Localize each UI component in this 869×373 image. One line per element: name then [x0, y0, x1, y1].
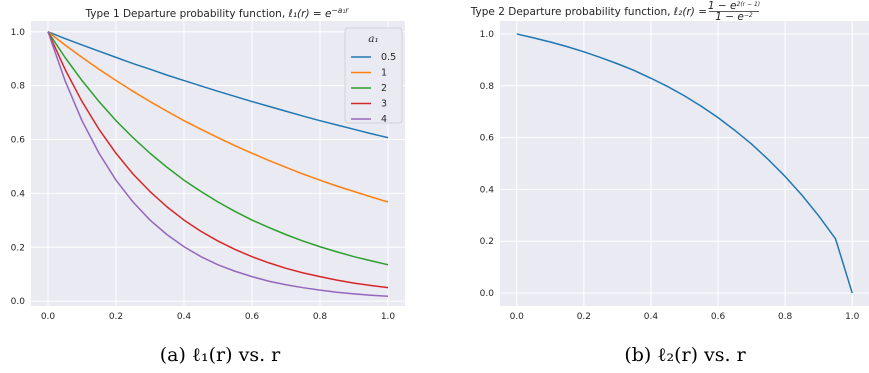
chart-a-x-tick-4: 0.8: [313, 312, 328, 322]
chart-a-y-tick-3: 0.6: [11, 136, 26, 146]
chart-b-title-den-text: 1 − e: [715, 11, 744, 23]
chart-b-x-tick-5: 1.0: [845, 312, 860, 322]
chart-b-y-tick-2: 0.4: [480, 185, 495, 195]
chart-b-title-math: ℓ₂(r) =: [673, 6, 707, 18]
chart-a-y-tick-0: 0.0: [11, 297, 26, 307]
chart-a-series-line-4: [47, 31, 389, 298]
chart-a-title: Type 1 Departure probability function, ℓ…: [84, 6, 349, 20]
chart-a-y-tick-1: 0.2: [11, 243, 25, 253]
chart-a-legend: a₁ 0.5 1 2 3 4: [344, 27, 403, 125]
chart-b-y-tick-0: 0.0: [480, 289, 495, 299]
chart-a-y-tick-5: 1.0: [11, 28, 26, 38]
chart-a-plot-area: [31, 21, 405, 306]
chart-b-series: [516, 33, 853, 294]
chart-a-title-sup: −a₁r: [332, 6, 350, 15]
chart-a-x-tick-0: 0.0: [41, 312, 56, 322]
chart-b-title-den-sup: −2: [744, 12, 753, 19]
chart-b-caption: (b) ℓ₂(r) vs. r: [624, 344, 746, 366]
chart-a-y-tick-4: 0.8: [11, 82, 26, 92]
chart-b-title-num-sup: 2(r − 1): [737, 1, 761, 8]
chart-a-caption: (a) ℓ₁(r) vs. r: [160, 344, 281, 366]
chart-a-x-tick-5: 1.0: [381, 312, 396, 322]
chart-a-x-ticks: 0.0 0.2 0.4 0.6 0.8 1.0: [41, 312, 396, 322]
chart-a-y-tick-2: 0.4: [11, 189, 26, 199]
chart-b-title-main: Type 2 Departure probability function, ℓ…: [470, 6, 707, 18]
chart-b-grid: [500, 21, 869, 306]
chart-a-series-line-0: [47, 31, 389, 139]
chart-b-title-text: Type 2 Departure probability function,: [470, 6, 674, 18]
chart-a-legend-label-3: 3: [381, 99, 387, 110]
chart-b-x-tick-3: 0.6: [711, 312, 726, 322]
chart-b: 0.0 0.2 0.4 0.6 0.8 1.0 0.0 0.2 0.4 0.6 0.8 1.0 Ty…: [470, 0, 869, 366]
chart-b-y-tick-3: 0.6: [480, 134, 495, 144]
chart-a-series-line-3: [47, 31, 389, 289]
chart-a-legend-label-0: 0.5: [381, 52, 396, 63]
chart-a-y-ticks: 0.0 0.2 0.4 0.6 0.8 1.0: [11, 28, 26, 307]
chart-b-x-tick-2: 0.4: [644, 312, 659, 322]
chart-b-title-num-text: 1 − e: [708, 0, 737, 12]
chart-b-title: Type 2 Departure probability function, ℓ…: [470, 0, 760, 23]
chart-a-legend-box: [344, 27, 403, 124]
chart-a-x-tick-3: 0.6: [245, 312, 260, 322]
chart-a-x-tick-2: 0.4: [177, 312, 192, 322]
chart-b-x-ticks: 0.0 0.2 0.4 0.6 0.8 1.0: [510, 312, 860, 322]
chart-a-legend-title: a₁: [368, 33, 378, 45]
chart-a-legend-label-4: 4: [381, 114, 387, 125]
chart-a-legend-label-2: 2: [381, 83, 387, 94]
chart-a-title-math: ℓ₁(r) = e: [288, 8, 332, 20]
chart-b-y-tick-5: 1.0: [480, 30, 495, 40]
chart-a-title-text: Type 1 Departure probability function,: [84, 8, 288, 20]
chart-b-title-numerator: 1 − e2(r − 1): [708, 0, 760, 12]
chart-b-y-ticks: 0.0 0.2 0.4 0.6 0.8 1.0: [480, 30, 495, 299]
chart-b-y-tick-1: 0.2: [480, 237, 494, 247]
chart-a-legend-items: 0.5 1 2 3 4: [351, 52, 396, 125]
chart-b-title-denominator: 1 − e−2: [715, 11, 753, 23]
chart-b-x-tick-0: 0.0: [510, 312, 525, 322]
chart-a-grid: [31, 21, 405, 306]
chart-b-plot-area: [500, 21, 869, 306]
chart-a-series: [47, 31, 389, 298]
chart-a-x-tick-1: 0.2: [109, 312, 123, 322]
chart-a-series-line-2: [47, 31, 389, 266]
chart-a: 0.0 0.2 0.4 0.6 0.8 1.0 0.0 0.2 0.4 0.6 0.8 1.0 Ty…: [11, 6, 405, 366]
chart-b-series-line-0: [516, 33, 853, 294]
chart-b-x-tick-1: 0.2: [577, 312, 591, 322]
chart-b-y-tick-4: 0.8: [480, 82, 495, 92]
chart-b-x-tick-4: 0.8: [778, 312, 793, 322]
chart-a-legend-label-1: 1: [381, 68, 387, 79]
chart-a-series-line-1: [47, 31, 389, 203]
